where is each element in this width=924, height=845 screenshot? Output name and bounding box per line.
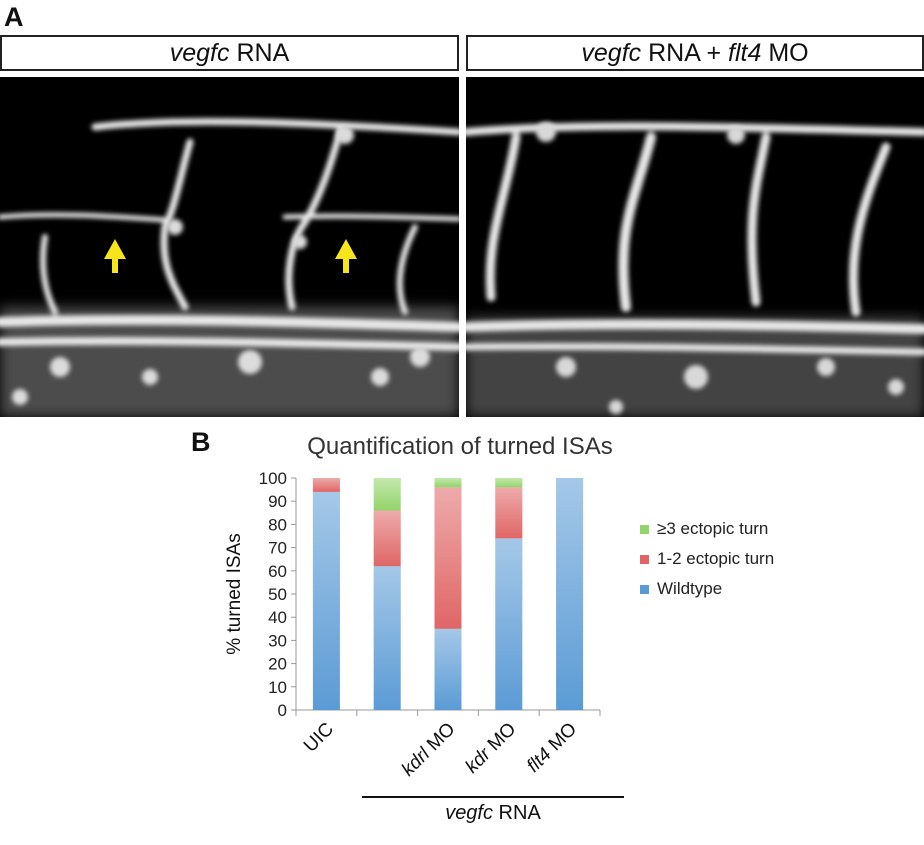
group-label-gene: vegfc bbox=[445, 802, 493, 824]
legend-item: ≥3 ectopic turn bbox=[640, 514, 774, 544]
x-tick-label: kdr MO bbox=[461, 719, 520, 778]
legend-label: Wildtype bbox=[657, 579, 723, 598]
chart-title: Quantification of turned ISAs bbox=[307, 433, 613, 460]
left-panel-title: vegfc RNA bbox=[0, 35, 459, 71]
bar-segment-shade bbox=[373, 566, 401, 710]
y-axis-label: % turned ISAs bbox=[224, 533, 245, 654]
bar-segment-shade bbox=[495, 478, 523, 488]
y-tick-label: 90 bbox=[268, 492, 287, 511]
right-panel-title: vegfc RNA + flt4 MO bbox=[466, 35, 924, 71]
y-tick-label: 20 bbox=[268, 655, 287, 674]
bar-segment-shade bbox=[434, 487, 462, 629]
bar-segment-shade bbox=[312, 478, 340, 492]
bar-segment-shade bbox=[495, 487, 523, 539]
group-label-rest: RNA bbox=[493, 802, 541, 824]
micrograph-vegfc-rna bbox=[0, 77, 459, 417]
legend-item: 1-2 ectopic turn bbox=[640, 544, 774, 574]
bar-segment-shade bbox=[434, 478, 462, 488]
x-tick-label: kdrl MO bbox=[398, 719, 460, 781]
legend-swatch bbox=[640, 524, 649, 534]
x-tick-label: UIC bbox=[300, 719, 338, 757]
y-tick-label: 100 bbox=[259, 469, 287, 488]
y-tick-label: 70 bbox=[268, 539, 287, 558]
right-title-rest: MO bbox=[761, 38, 809, 67]
legend-swatch bbox=[640, 554, 649, 564]
bar-segment-shade bbox=[434, 628, 462, 710]
left-title-gene: vegfc bbox=[169, 38, 230, 67]
y-tick-label: 80 bbox=[268, 515, 287, 534]
bar-segment-shade bbox=[373, 478, 401, 511]
y-tick-label: 50 bbox=[268, 585, 287, 604]
legend-swatch bbox=[640, 584, 649, 594]
bar-segment-shade bbox=[373, 510, 401, 567]
y-tick-label: 40 bbox=[268, 608, 287, 627]
right-title-mo: flt4 bbox=[728, 38, 762, 67]
arrow-icon bbox=[104, 239, 357, 273]
panel-a-label: A bbox=[4, 2, 24, 32]
y-tick-label: 60 bbox=[268, 562, 287, 581]
panel-b-label: B bbox=[191, 427, 211, 457]
legend-label: ≥3 ectopic turn bbox=[657, 519, 769, 538]
legend-label: 1-2 ectopic turn bbox=[657, 549, 775, 568]
y-tick-label: 30 bbox=[268, 631, 287, 650]
y-tick-label: 0 bbox=[278, 701, 287, 720]
bar-segment-shade bbox=[556, 478, 584, 710]
right-title-gene: vegfc bbox=[581, 38, 642, 67]
bar-segment-shade bbox=[495, 538, 523, 710]
bar-segment-shade bbox=[312, 491, 340, 710]
y-tick-label: 10 bbox=[268, 678, 287, 697]
x-tick-label: flt4 MO bbox=[523, 719, 581, 777]
vegfc-rna-group-label: vegfc RNA bbox=[362, 802, 624, 825]
right-title-middle: RNA + bbox=[641, 38, 729, 67]
micrograph-vegfc-rna-flt4-mo bbox=[466, 77, 924, 417]
chart-legend: ≥3 ectopic turn 1-2 ectopic turn Wildtype bbox=[640, 514, 774, 604]
legend-item: Wildtype bbox=[640, 574, 774, 604]
left-title-rest: RNA bbox=[229, 38, 290, 67]
